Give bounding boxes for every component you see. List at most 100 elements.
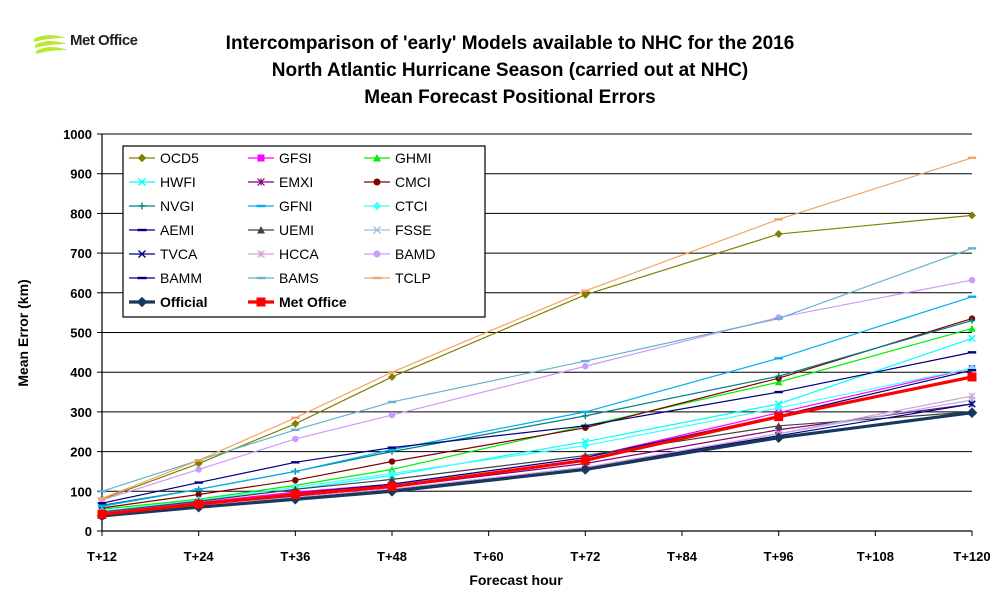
- legend-item: BAMM: [129, 270, 202, 286]
- data-point: [774, 218, 783, 221]
- data-point: [580, 464, 591, 475]
- data-point: [136, 296, 148, 308]
- y-tick-label: 500: [70, 326, 92, 341]
- data-point: [137, 228, 147, 232]
- legend-label: BAMD: [395, 246, 435, 262]
- legend-label: NVGI: [160, 198, 194, 214]
- data-point: [257, 178, 265, 186]
- legend-item: TCLP: [364, 270, 431, 286]
- data-point: [967, 369, 977, 372]
- data-point: [774, 317, 783, 320]
- legend-item: BAMS: [248, 270, 319, 286]
- logo-wordmark: Met Office: [70, 32, 138, 49]
- data-point: [581, 424, 590, 427]
- legend-label: GFSI: [279, 150, 312, 166]
- legend-item: GFNI: [248, 198, 312, 214]
- series-line: [101, 327, 973, 510]
- data-point: [774, 230, 783, 239]
- legend-item: CTCI: [364, 198, 428, 214]
- y-tick-label: 600: [70, 286, 92, 301]
- data-point: [968, 400, 976, 408]
- x-tick-labels: T+12 T+24 T+36 T+48 T+60 T+72 T+84 T+96 T+108 T+1…: [87, 531, 991, 564]
- legend-item: AEMI: [129, 222, 194, 238]
- legend-item: Official: [129, 294, 207, 310]
- legend-item: UEMI: [248, 222, 314, 238]
- data-point: [968, 317, 976, 324]
- data-point: [373, 226, 381, 234]
- data-point: [387, 371, 397, 374]
- data-point: [257, 226, 265, 234]
- data-point: [387, 448, 397, 451]
- legend-item: CMCI: [364, 174, 431, 190]
- data-point: [97, 497, 107, 500]
- y-tick-label: 400: [70, 365, 92, 380]
- data-point: [137, 276, 147, 280]
- data-point: [582, 363, 589, 370]
- title-line-2: North Atlantic Hurricane Season (carried…: [271, 60, 749, 81]
- data-point: [195, 491, 202, 498]
- data-point: [194, 488, 203, 491]
- legend-box: [122, 145, 486, 318]
- data-point: [292, 435, 299, 443]
- legend-label: BAMS: [279, 270, 319, 286]
- series-line: [101, 320, 973, 506]
- y-tick-label: 700: [70, 246, 92, 261]
- data-point: [291, 461, 300, 464]
- series-nvgi: [98, 317, 976, 509]
- data-point: [97, 502, 107, 505]
- series-line: [101, 351, 973, 504]
- title-line-3: Mean Forecast Positional Errors: [364, 87, 656, 108]
- data-point: [388, 469, 396, 478]
- legend-label: BAMM: [160, 270, 202, 286]
- legend-label: CTCI: [395, 198, 428, 214]
- series-gfni: [97, 295, 977, 508]
- legend-label: Met Office: [279, 294, 347, 310]
- logo-swoosh-icon: [34, 35, 68, 54]
- y-tick-labels: 0 100 200 300 400 500 600 700 800 900 1000: [63, 127, 92, 539]
- data-point: [581, 290, 590, 299]
- legend-label: EMXI: [279, 174, 313, 190]
- axes: [101, 134, 972, 532]
- legend-item: EMXI: [248, 174, 313, 190]
- x-tick-label: T+12: [87, 549, 117, 564]
- data-point: [774, 390, 783, 394]
- legend-item: HWFI: [129, 174, 196, 190]
- legend-label: GFNI: [279, 198, 312, 214]
- legend-label: OCD5: [160, 150, 199, 166]
- x-axis-title: Forecast hour: [469, 572, 563, 588]
- title-line-1: Intercomparison of 'early' Models availa…: [225, 33, 795, 54]
- data-point: [256, 297, 266, 307]
- legend-item: GHMI: [364, 150, 432, 166]
- data-point: [195, 466, 202, 473]
- data-point: [774, 378, 783, 386]
- series-cmci: [98, 315, 976, 512]
- x-tick-label: T+24: [184, 549, 215, 564]
- data-point: [292, 476, 299, 484]
- data-point: [291, 419, 300, 428]
- data-point: [968, 211, 976, 220]
- legend-label: HWFI: [160, 174, 196, 190]
- legend: OCD5 GFSI GHMI HWFI EMXI CMCI NVGI GFNI CTCI AEMI…: [122, 145, 486, 318]
- data-point: [291, 416, 300, 420]
- data-point: [194, 481, 203, 484]
- series-bamm: [97, 351, 977, 505]
- data-point: [137, 153, 147, 163]
- data-point: [372, 201, 382, 211]
- legend-label: AEMI: [160, 222, 194, 238]
- data-point: [581, 410, 590, 414]
- data-point: [387, 400, 397, 404]
- data-point: [138, 250, 146, 258]
- data-point: [967, 351, 977, 354]
- series-line: [101, 411, 973, 513]
- data-point: [775, 372, 782, 380]
- legend-item: GFSI: [248, 150, 312, 166]
- y-tick-label: 800: [70, 206, 92, 221]
- data-point: [388, 372, 396, 381]
- legend-item: TVCA: [129, 246, 198, 262]
- legend-label: CMCI: [395, 174, 431, 190]
- data-point: [581, 289, 590, 293]
- x-tick-label: T+72: [570, 549, 600, 564]
- met-office-logo: [34, 35, 68, 54]
- data-point: [774, 412, 784, 422]
